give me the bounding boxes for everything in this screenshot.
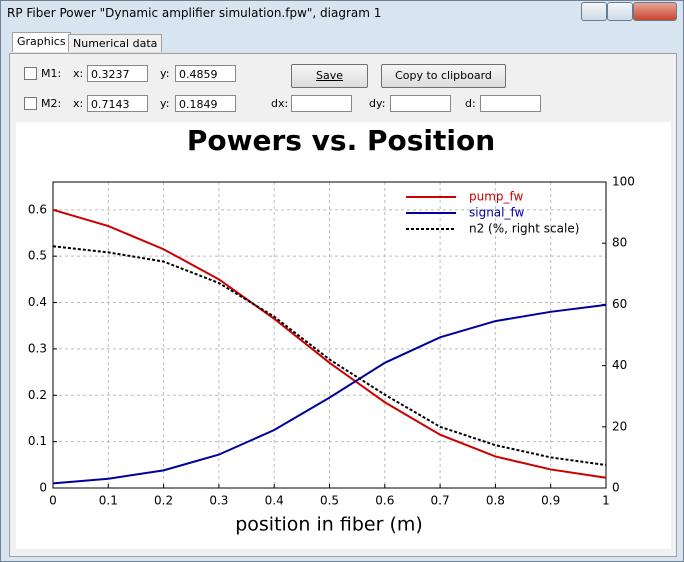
tab[interactable]: Graphics — [12, 32, 71, 52]
x-tick-label: 0.8 — [486, 494, 505, 508]
checkbox[interactable] — [24, 67, 37, 80]
y-tick-label: 0.6 — [28, 202, 47, 216]
y-tick-label: 0.3 — [28, 341, 47, 355]
checkbox[interactable] — [24, 97, 37, 110]
text-input[interactable]: 0.1849 — [175, 95, 236, 112]
y2-tick-label: 0 — [612, 481, 620, 495]
y-tick-label: 0 — [39, 481, 47, 495]
y-tick-label: 0.2 — [28, 388, 47, 402]
chart: Powers vs. Position position in fiber (m… — [16, 122, 671, 549]
legend-label: n2 (%, right scale) — [469, 222, 579, 236]
label: M1: — [41, 67, 62, 80]
text-input[interactable]: 0.4859 — [175, 65, 236, 82]
x-tick-label: 0.5 — [320, 494, 339, 508]
maximize-button[interactable] — [607, 2, 633, 21]
button[interactable]: Copy to clipboard — [381, 64, 506, 88]
series-line — [52, 303, 607, 485]
legend-label: pump_fw — [469, 190, 524, 204]
y-tick-label: 0.5 — [28, 249, 47, 263]
x-tick-label: 1 — [602, 494, 610, 508]
text-input[interactable] — [480, 95, 541, 112]
legend-label: signal_fw — [469, 206, 525, 220]
x-tick-label: 0 — [49, 494, 57, 508]
x-tick-label: 0.7 — [431, 494, 450, 508]
label: dx: — [271, 97, 289, 110]
label: dy: — [369, 97, 386, 110]
window-title: RP Fiber Power "Dynamic amplifier simula… — [7, 6, 382, 20]
text-input[interactable]: 0.7143 — [87, 95, 148, 112]
button[interactable]: Save — [291, 64, 368, 88]
label: y: — [160, 67, 170, 80]
series-line — [52, 245, 607, 467]
y2-tick-label: 60 — [612, 297, 627, 311]
x-axis-label: position in fiber (m) — [235, 514, 423, 536]
label: M2: — [41, 97, 62, 110]
x-tick-label: 0.6 — [375, 494, 394, 508]
series-line — [52, 208, 607, 479]
plot-frame — [52, 181, 607, 489]
y2-tick-label: 40 — [612, 358, 627, 372]
x-tick-label: 0.4 — [265, 494, 284, 508]
x-tick-label: 0.3 — [209, 494, 228, 508]
y2-tick-label: 20 — [612, 419, 627, 433]
y-tick-label: 0.1 — [28, 434, 47, 448]
label: y: — [160, 97, 170, 110]
y-tick-label: 0.4 — [28, 295, 47, 309]
x-tick-label: 0.1 — [99, 494, 118, 508]
x-tick-label: 0.2 — [154, 494, 173, 508]
text-input[interactable]: 0.3237 — [87, 65, 148, 82]
y2-tick-label: 100 — [612, 175, 635, 189]
label: x: — [73, 67, 84, 80]
text-input[interactable] — [291, 95, 352, 112]
tab[interactable]: Numerical data — [68, 34, 163, 52]
y2-tick-label: 80 — [612, 236, 627, 250]
label: x: — [73, 97, 84, 110]
x-tick-label: 0.9 — [541, 494, 560, 508]
label: d: — [465, 97, 476, 110]
minimize-button[interactable] — [581, 2, 607, 21]
chart-title: Powers vs. Position — [187, 124, 495, 157]
text-input[interactable] — [390, 95, 451, 112]
close-button[interactable] — [633, 2, 677, 21]
